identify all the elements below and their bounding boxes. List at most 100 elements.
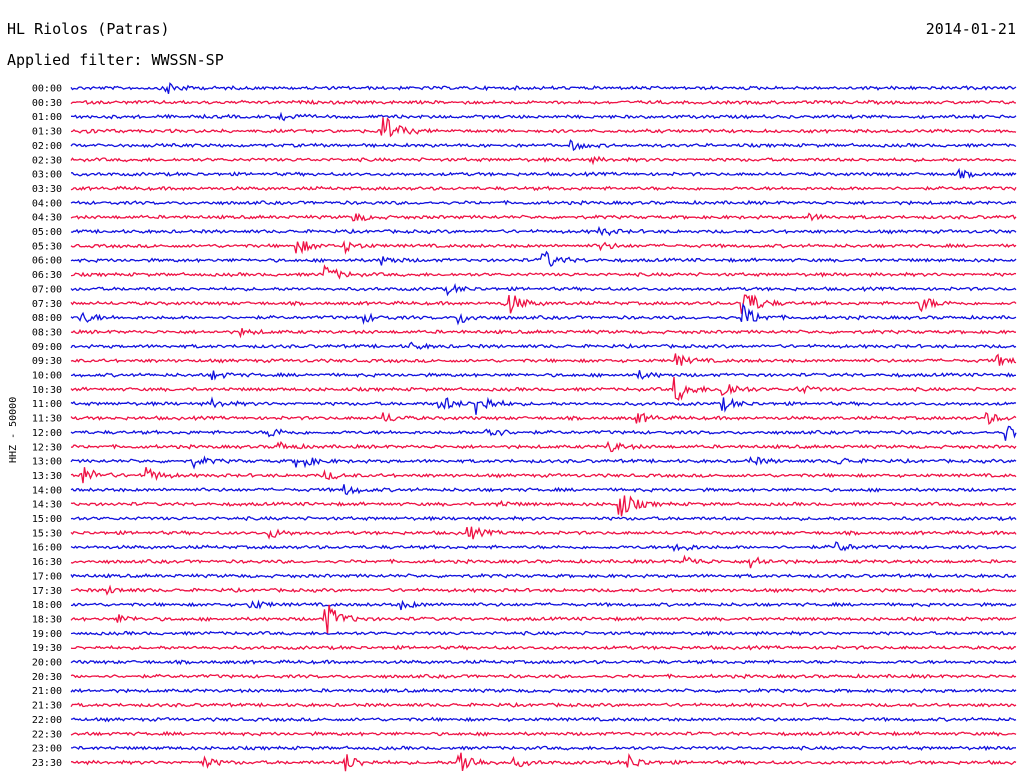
row-time-label: 03:30 (32, 184, 62, 195)
row-time-label: 22:30 (32, 729, 62, 740)
trace-row (70, 155, 1017, 166)
row-time-label: 12:30 (32, 442, 62, 453)
row-time-label: 18:30 (32, 614, 62, 625)
trace-row (70, 328, 1016, 339)
trace-row (70, 526, 1017, 540)
station-title: HL Riolos (Patras) (7, 20, 170, 38)
filter-label: Applied filter: WWSSN-SP (7, 51, 224, 69)
row-time-label: 18:00 (32, 600, 62, 611)
trace-row (70, 212, 1017, 222)
row-time-label: 05:30 (32, 241, 62, 252)
trace-row (70, 554, 1017, 569)
trace-row (70, 199, 1017, 206)
trace-row (70, 604, 1017, 635)
row-time-label: 20:30 (32, 672, 62, 683)
trace-row (71, 111, 1017, 122)
row-time-label: 04:00 (32, 198, 62, 209)
trace-row (70, 515, 1017, 522)
row-time-label: 20:00 (32, 658, 62, 669)
row-time-label: 13:30 (32, 471, 62, 482)
row-time-label: 09:30 (32, 356, 62, 367)
row-time-label: 17:00 (32, 571, 62, 582)
row-time-label: 15:30 (32, 528, 62, 539)
row-time-label: 02:30 (32, 155, 62, 166)
row-time-label: 06:30 (32, 270, 62, 281)
row-time-label: 15:00 (32, 514, 62, 525)
trace-row (70, 495, 1017, 517)
trace-row (70, 353, 1017, 367)
trace-row (70, 752, 1017, 772)
trace-row (70, 440, 1017, 453)
row-time-label: 08:00 (32, 313, 62, 324)
row-time-label: 11:00 (32, 399, 62, 410)
row-time-label: 09:00 (32, 342, 62, 353)
row-time-label: 08:30 (32, 327, 62, 338)
trace-row (70, 716, 1017, 723)
trace-row (70, 370, 1017, 381)
row-time-label: 00:00 (32, 84, 62, 95)
row-labels: 00:00 00:30 01:00 01:30 02:00 02:30 03:00 03:30… (32, 84, 62, 769)
trace-row (71, 584, 1017, 596)
row-time-label: 07:00 (32, 284, 62, 295)
trace-row (70, 282, 1017, 297)
row-time-label: 17:30 (32, 586, 62, 597)
trace-row (70, 687, 1017, 694)
row-time-label: 16:30 (32, 557, 62, 568)
trace-row (70, 644, 1017, 651)
trace-row (70, 659, 1017, 666)
seismic-traces (70, 82, 1017, 772)
trace-row (70, 139, 1017, 152)
trace-row (70, 396, 1017, 415)
trace-row (70, 425, 1017, 441)
trace-row (70, 99, 1016, 106)
row-time-label: 11:30 (32, 414, 62, 425)
row-time-label: 04:30 (32, 213, 62, 224)
row-time-label: 06:00 (32, 256, 62, 267)
trace-row (70, 294, 1017, 314)
row-time-label: 14:30 (32, 500, 62, 511)
trace-row (70, 264, 1017, 280)
row-time-label: 12:00 (32, 428, 62, 439)
record-date: 2014-01-21 (925, 20, 1016, 38)
row-time-label: 19:00 (32, 629, 62, 640)
trace-row (70, 250, 1017, 267)
trace-row (70, 225, 1017, 237)
trace-row (70, 302, 1017, 326)
row-time-label: 10:30 (32, 385, 62, 396)
trace-row (71, 167, 1017, 179)
trace-row (70, 630, 1017, 637)
trace-row (70, 376, 1017, 401)
row-time-label: 23:30 (32, 758, 62, 769)
row-time-label: 14:00 (32, 485, 62, 496)
trace-row (70, 467, 1017, 484)
trace-row (70, 599, 1017, 611)
row-time-label: 16:00 (32, 543, 62, 554)
row-time-label: 01:00 (32, 112, 62, 123)
row-time-label: 21:00 (32, 686, 62, 697)
trace-row (70, 484, 1017, 496)
trace-row (70, 239, 1017, 255)
row-time-label: 21:30 (32, 701, 62, 712)
row-time-label: 03:00 (32, 170, 62, 181)
trace-row (70, 411, 1017, 426)
row-time-label: 01:30 (32, 127, 62, 138)
trace-row (70, 455, 1017, 470)
trace-row (70, 185, 1017, 192)
row-time-label: 23:00 (32, 744, 62, 755)
row-time-label: 10:00 (32, 371, 62, 382)
row-time-label: 07:30 (32, 299, 62, 310)
trace-row (70, 541, 1017, 553)
row-time-label: 05:00 (32, 227, 62, 238)
trace-row (70, 730, 1017, 737)
row-time-label: 13:00 (32, 457, 62, 468)
row-time-label: 00:30 (32, 98, 62, 109)
trace-row (70, 341, 1017, 350)
trace-row (71, 745, 1017, 752)
row-time-label: 19:30 (32, 643, 62, 654)
trace-row (70, 82, 1017, 94)
trace-row (70, 701, 1017, 709)
channel-label: HHZ - 50000 (8, 397, 19, 463)
row-time-label: 22:00 (32, 715, 62, 726)
trace-row (70, 572, 1017, 579)
